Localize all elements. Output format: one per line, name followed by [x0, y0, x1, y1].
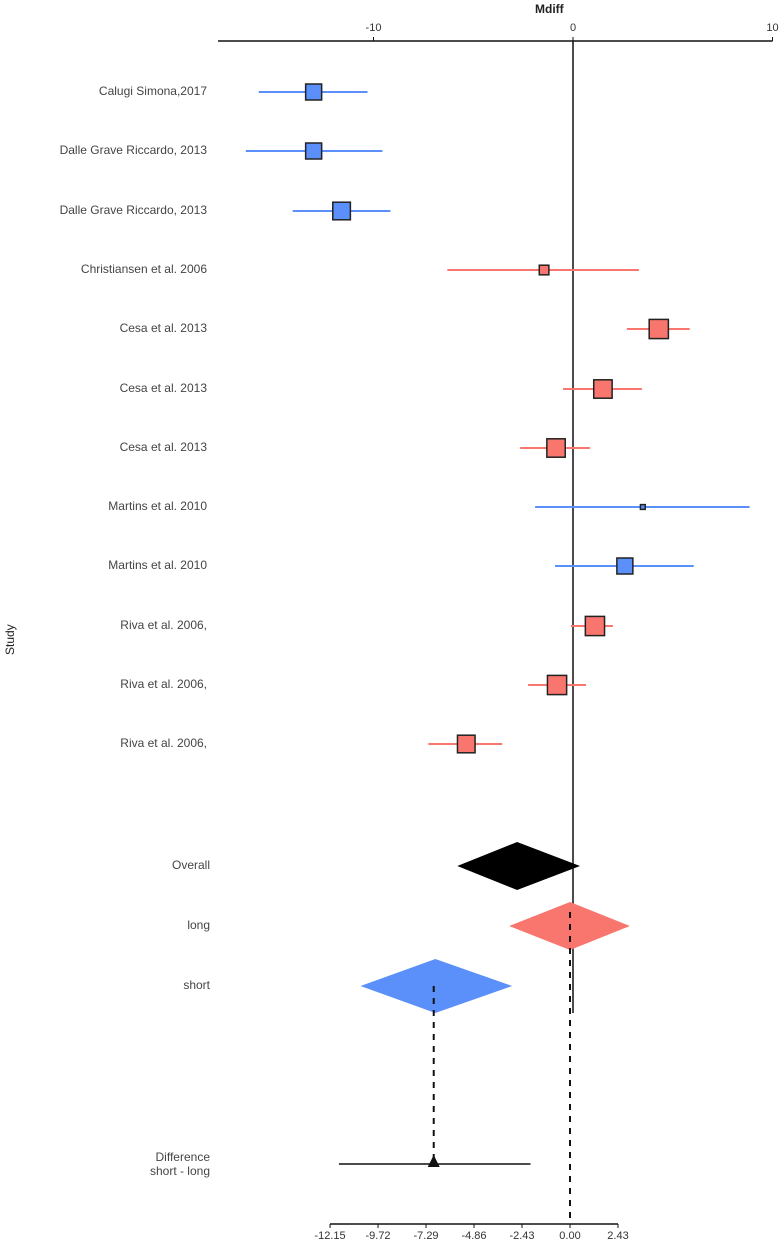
- effect-size-marker: [584, 615, 606, 637]
- effect-size-marker: [304, 83, 323, 101]
- bottom-axis-tick-label: -2.43: [509, 1230, 535, 1242]
- study-label: Cesa et al. 2013: [119, 440, 207, 454]
- effect-size-marker: [546, 674, 568, 696]
- study-label: Cesa et al. 2013: [119, 321, 207, 335]
- effect-size-marker: [592, 379, 613, 399]
- summary-diamond-short: [360, 959, 513, 1013]
- top-axis-tick-label: 0: [569, 22, 577, 34]
- effect-size-marker: [639, 503, 646, 511]
- bottom-axis-tick-label: 0.00: [559, 1230, 581, 1242]
- bottom-axis-tick-label: -9.72: [365, 1230, 391, 1242]
- difference-label: Difference: [155, 1150, 210, 1164]
- effect-size-marker: [304, 142, 323, 160]
- difference-sublabel: short - long: [149, 1164, 210, 1178]
- y-axis-label: Study: [3, 624, 17, 655]
- effect-size-marker: [456, 734, 476, 754]
- effect-size-marker: [546, 438, 566, 458]
- bottom-axis-tick-label: -7.29: [413, 1230, 439, 1242]
- top-axis-tick-label: -10: [365, 22, 382, 34]
- summary-diamond-overall: [457, 842, 580, 890]
- study-label: Martins et al. 2010: [108, 499, 207, 513]
- study-label: Calugi Simona,2017: [98, 84, 207, 98]
- summary-label: Overall: [171, 858, 210, 872]
- study-label: Riva et al. 2006,: [120, 618, 207, 632]
- study-label: Riva et al. 2006,: [120, 677, 207, 691]
- study-label: Dalle Grave Riccardo, 2013: [59, 203, 207, 217]
- study-label: Cesa et al. 2013: [119, 381, 207, 395]
- effect-size-marker: [332, 201, 352, 221]
- difference-triangle-marker: [427, 1155, 440, 1167]
- effect-size-marker: [538, 264, 550, 276]
- summary-label: short: [183, 978, 210, 992]
- effect-size-marker: [616, 557, 634, 575]
- effect-size-marker: [648, 318, 670, 340]
- bottom-axis-tick-label: 2.43: [607, 1230, 629, 1242]
- top-axis-tick-label: 10: [766, 22, 779, 34]
- study-label: Riva et al. 2006,: [120, 736, 207, 750]
- bottom-axis-tick-label: -4.86: [461, 1230, 487, 1242]
- study-label: Christiansen et al. 2006: [80, 262, 207, 276]
- study-label: Martins et al. 2010: [108, 558, 207, 572]
- bottom-axis-tick-label: -12.15: [314, 1230, 346, 1242]
- plot-title: Mdiff: [535, 2, 564, 16]
- study-label: Dalle Grave Riccardo, 2013: [59, 143, 207, 157]
- summary-label: long: [187, 918, 210, 932]
